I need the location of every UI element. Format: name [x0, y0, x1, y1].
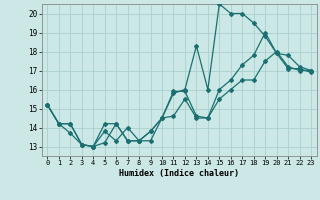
X-axis label: Humidex (Indice chaleur): Humidex (Indice chaleur)	[119, 169, 239, 178]
